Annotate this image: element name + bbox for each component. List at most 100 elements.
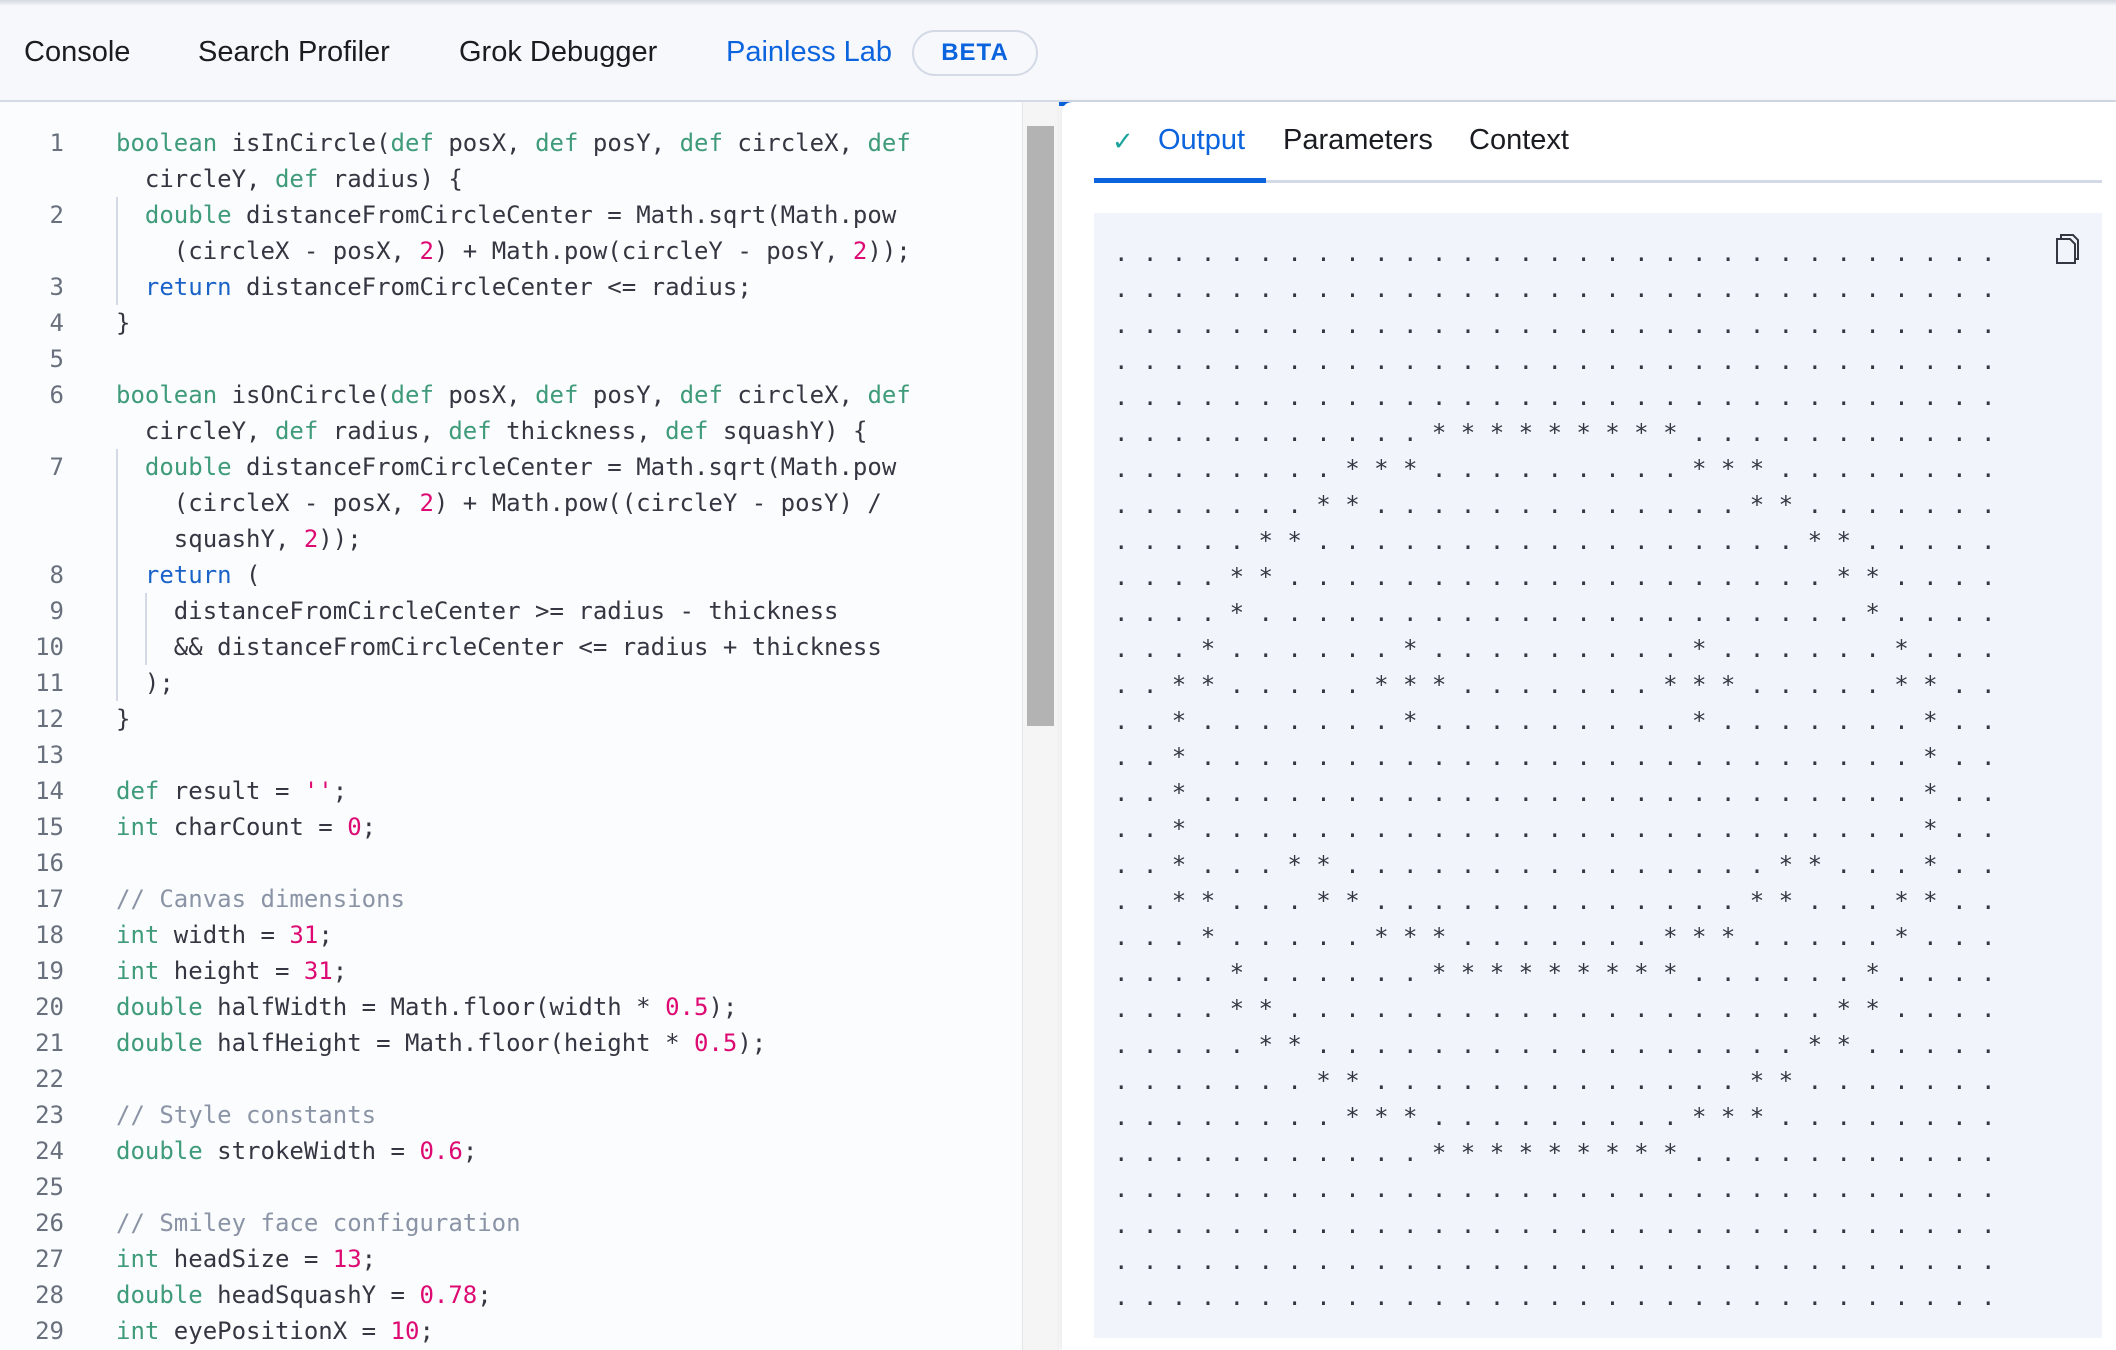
code-editor[interactable]: 1 boolean isInCircle(def posX, def posY, … — [0, 102, 1022, 1350]
tab-console[interactable]: Console — [24, 36, 131, 68]
code-token-kw: def — [867, 129, 911, 157]
code-token: posY, — [578, 129, 680, 157]
code-line[interactable]: squashY, 2)); — [0, 521, 1022, 557]
code-token — [116, 273, 145, 301]
indent-guide — [116, 593, 118, 629]
code-line[interactable]: 12} — [0, 701, 1022, 737]
code-line[interactable]: 14 def result = ''; — [0, 773, 1022, 809]
code-line[interactable]: 26 // Smiley face configuration — [0, 1205, 1022, 1241]
code-token-cm: // Canvas dimensions — [116, 885, 405, 913]
code-token: radius, — [318, 417, 449, 445]
code-line[interactable]: 9 distanceFromCircleCenter >= radius - t… — [0, 593, 1022, 629]
copy-icon[interactable] — [2054, 233, 2080, 265]
code-line[interactable]: 11 ); — [0, 665, 1022, 701]
code-line[interactable]: circleY, def radius, def thickness, def … — [0, 413, 1022, 449]
code-line[interactable]: 7 double distanceFromCircleCenter = Math… — [0, 449, 1022, 485]
code-token: width = — [159, 921, 290, 949]
code-token-num: 0.6 — [419, 1137, 463, 1165]
code-line[interactable]: 13 — [0, 737, 1022, 773]
code-line[interactable]: 16 — [0, 845, 1022, 881]
code-token: squashY, — [116, 525, 304, 553]
code-line[interactable]: 22 — [0, 1061, 1022, 1097]
code-line[interactable]: 4} — [0, 305, 1022, 341]
output-line: .....**.................**..... — [1114, 1031, 2010, 1059]
code-line[interactable]: 23 // Style constants — [0, 1097, 1022, 1133]
code-token: isInCircle( — [217, 129, 391, 157]
output-line: ...........*********........... — [1114, 419, 2010, 447]
code-text: boolean isOnCircle(def posX, def posY, d… — [116, 377, 911, 413]
code-line[interactable]: 18 int width = 31; — [0, 917, 1022, 953]
code-token-kw: def — [448, 417, 492, 445]
code-line[interactable]: 20 double halfWidth = Math.floor(width * … — [0, 989, 1022, 1025]
indent-guide — [116, 449, 118, 485]
code-token: result = — [159, 777, 304, 805]
output-line: ............................... — [1114, 1211, 2010, 1239]
code-line[interactable]: 5 — [0, 341, 1022, 377]
code-line[interactable]: 1 boolean isInCircle(def posX, def posY, … — [0, 125, 1022, 161]
tab-search-profiler[interactable]: Search Profiler — [198, 36, 390, 68]
window-top-shadow — [0, 0, 2116, 6]
output-line: ...........*********........... — [1114, 1139, 2010, 1167]
code-token-kw: int — [116, 957, 160, 985]
code-text: double distanceFromCircleCenter = Math.s… — [116, 197, 896, 233]
code-token: distanceFromCircleCenter = Math.sqrt(Mat… — [231, 453, 897, 481]
output-line: ............................... — [1114, 311, 2010, 339]
code-line[interactable]: 24 double strokeWidth = 0.6; — [0, 1133, 1022, 1169]
code-token: height = — [159, 957, 304, 985]
code-line[interactable]: 28 double headSquashY = 0.78; — [0, 1277, 1022, 1313]
code-token: distanceFromCircleCenter = Math.sqrt(Mat… — [231, 201, 897, 229]
code-token-kw: double — [116, 1029, 203, 1057]
tab-painless-lab[interactable]: Painless Lab — [726, 36, 893, 68]
code-line[interactable]: 15 int charCount = 0; — [0, 809, 1022, 845]
code-line[interactable]: (circleX - posX, 2) + Math.pow((circleY … — [0, 485, 1022, 521]
line-number: 25 — [35, 1173, 64, 1201]
code-line[interactable]: 8 return ( — [0, 557, 1022, 593]
tab-output[interactable]: Output — [1158, 124, 1246, 156]
code-line[interactable]: 25 — [0, 1169, 1022, 1205]
tab-grok-debugger[interactable]: Grok Debugger — [459, 36, 658, 68]
indent-guide — [116, 233, 118, 269]
line-number: 22 — [35, 1065, 64, 1093]
code-line[interactable]: 17 // Canvas dimensions — [0, 881, 1022, 917]
editor-scrollbar-thumb[interactable] — [1027, 126, 1054, 726]
code-token-kw: int — [116, 921, 160, 949]
code-text: double distanceFromCircleCenter = Math.s… — [116, 449, 896, 485]
code-line[interactable]: 3 return distanceFromCircleCenter <= rad… — [0, 269, 1022, 305]
code-line[interactable]: 6 boolean isOnCircle(def posX, def posY, … — [0, 377, 1022, 413]
code-token-kw: double — [144, 201, 232, 229]
indent-guide — [116, 197, 118, 233]
editor-scrollbar[interactable] — [1022, 102, 1059, 1350]
code-line[interactable]: 10 && distanceFromCircleCenter <= radius… — [0, 629, 1022, 665]
output-line: ............................... — [1114, 1175, 2010, 1203]
code-token: ( — [231, 561, 261, 589]
code-token-num: 10 — [390, 1317, 420, 1345]
code-token: posX, — [433, 381, 536, 409]
output-line: ....*.....................*.... — [1114, 599, 2010, 627]
tab-context[interactable]: Context — [1469, 124, 1569, 156]
code-token: distanceFromCircleCenter >= radius - thi… — [116, 597, 839, 625]
code-token-num: 31 — [289, 921, 319, 949]
indent-guide — [116, 485, 118, 521]
code-token: ; — [318, 921, 333, 949]
code-text: double halfWidth = Math.floor(width * 0.… — [116, 989, 737, 1025]
code-line[interactable]: 21 double halfHeight = Math.floor(height … — [0, 1025, 1022, 1061]
tab-parameters[interactable]: Parameters — [1283, 124, 1433, 156]
code-token: ; — [419, 1317, 434, 1345]
code-token-num: 2 — [419, 489, 434, 517]
code-token: (circleX - posX, — [116, 489, 420, 517]
code-line[interactable]: (circleX - posX, 2) + Math.pow(circleY -… — [0, 233, 1022, 269]
code-line[interactable]: 27 int headSize = 13; — [0, 1241, 1022, 1277]
code-text: // Style constants — [116, 1097, 376, 1133]
code-token-num: 2 — [419, 237, 434, 265]
output-line: .....**.................**..... — [1114, 527, 2010, 555]
code-line[interactable]: circleY, def radius) { — [0, 161, 1022, 197]
code-text: double halfHeight = Math.floor(height * … — [116, 1025, 766, 1061]
code-line[interactable]: 19 int height = 31; — [0, 953, 1022, 989]
code-token: ); — [116, 669, 174, 697]
code-token: thickness, — [491, 417, 666, 445]
code-line[interactable]: 29 int eyePositionX = 10; — [0, 1313, 1022, 1349]
code-text: } — [116, 701, 130, 737]
output-line: ............................... — [1114, 275, 2010, 303]
code-token: ; — [332, 777, 348, 805]
code-line[interactable]: 2 double distanceFromCircleCenter = Math… — [0, 197, 1022, 233]
